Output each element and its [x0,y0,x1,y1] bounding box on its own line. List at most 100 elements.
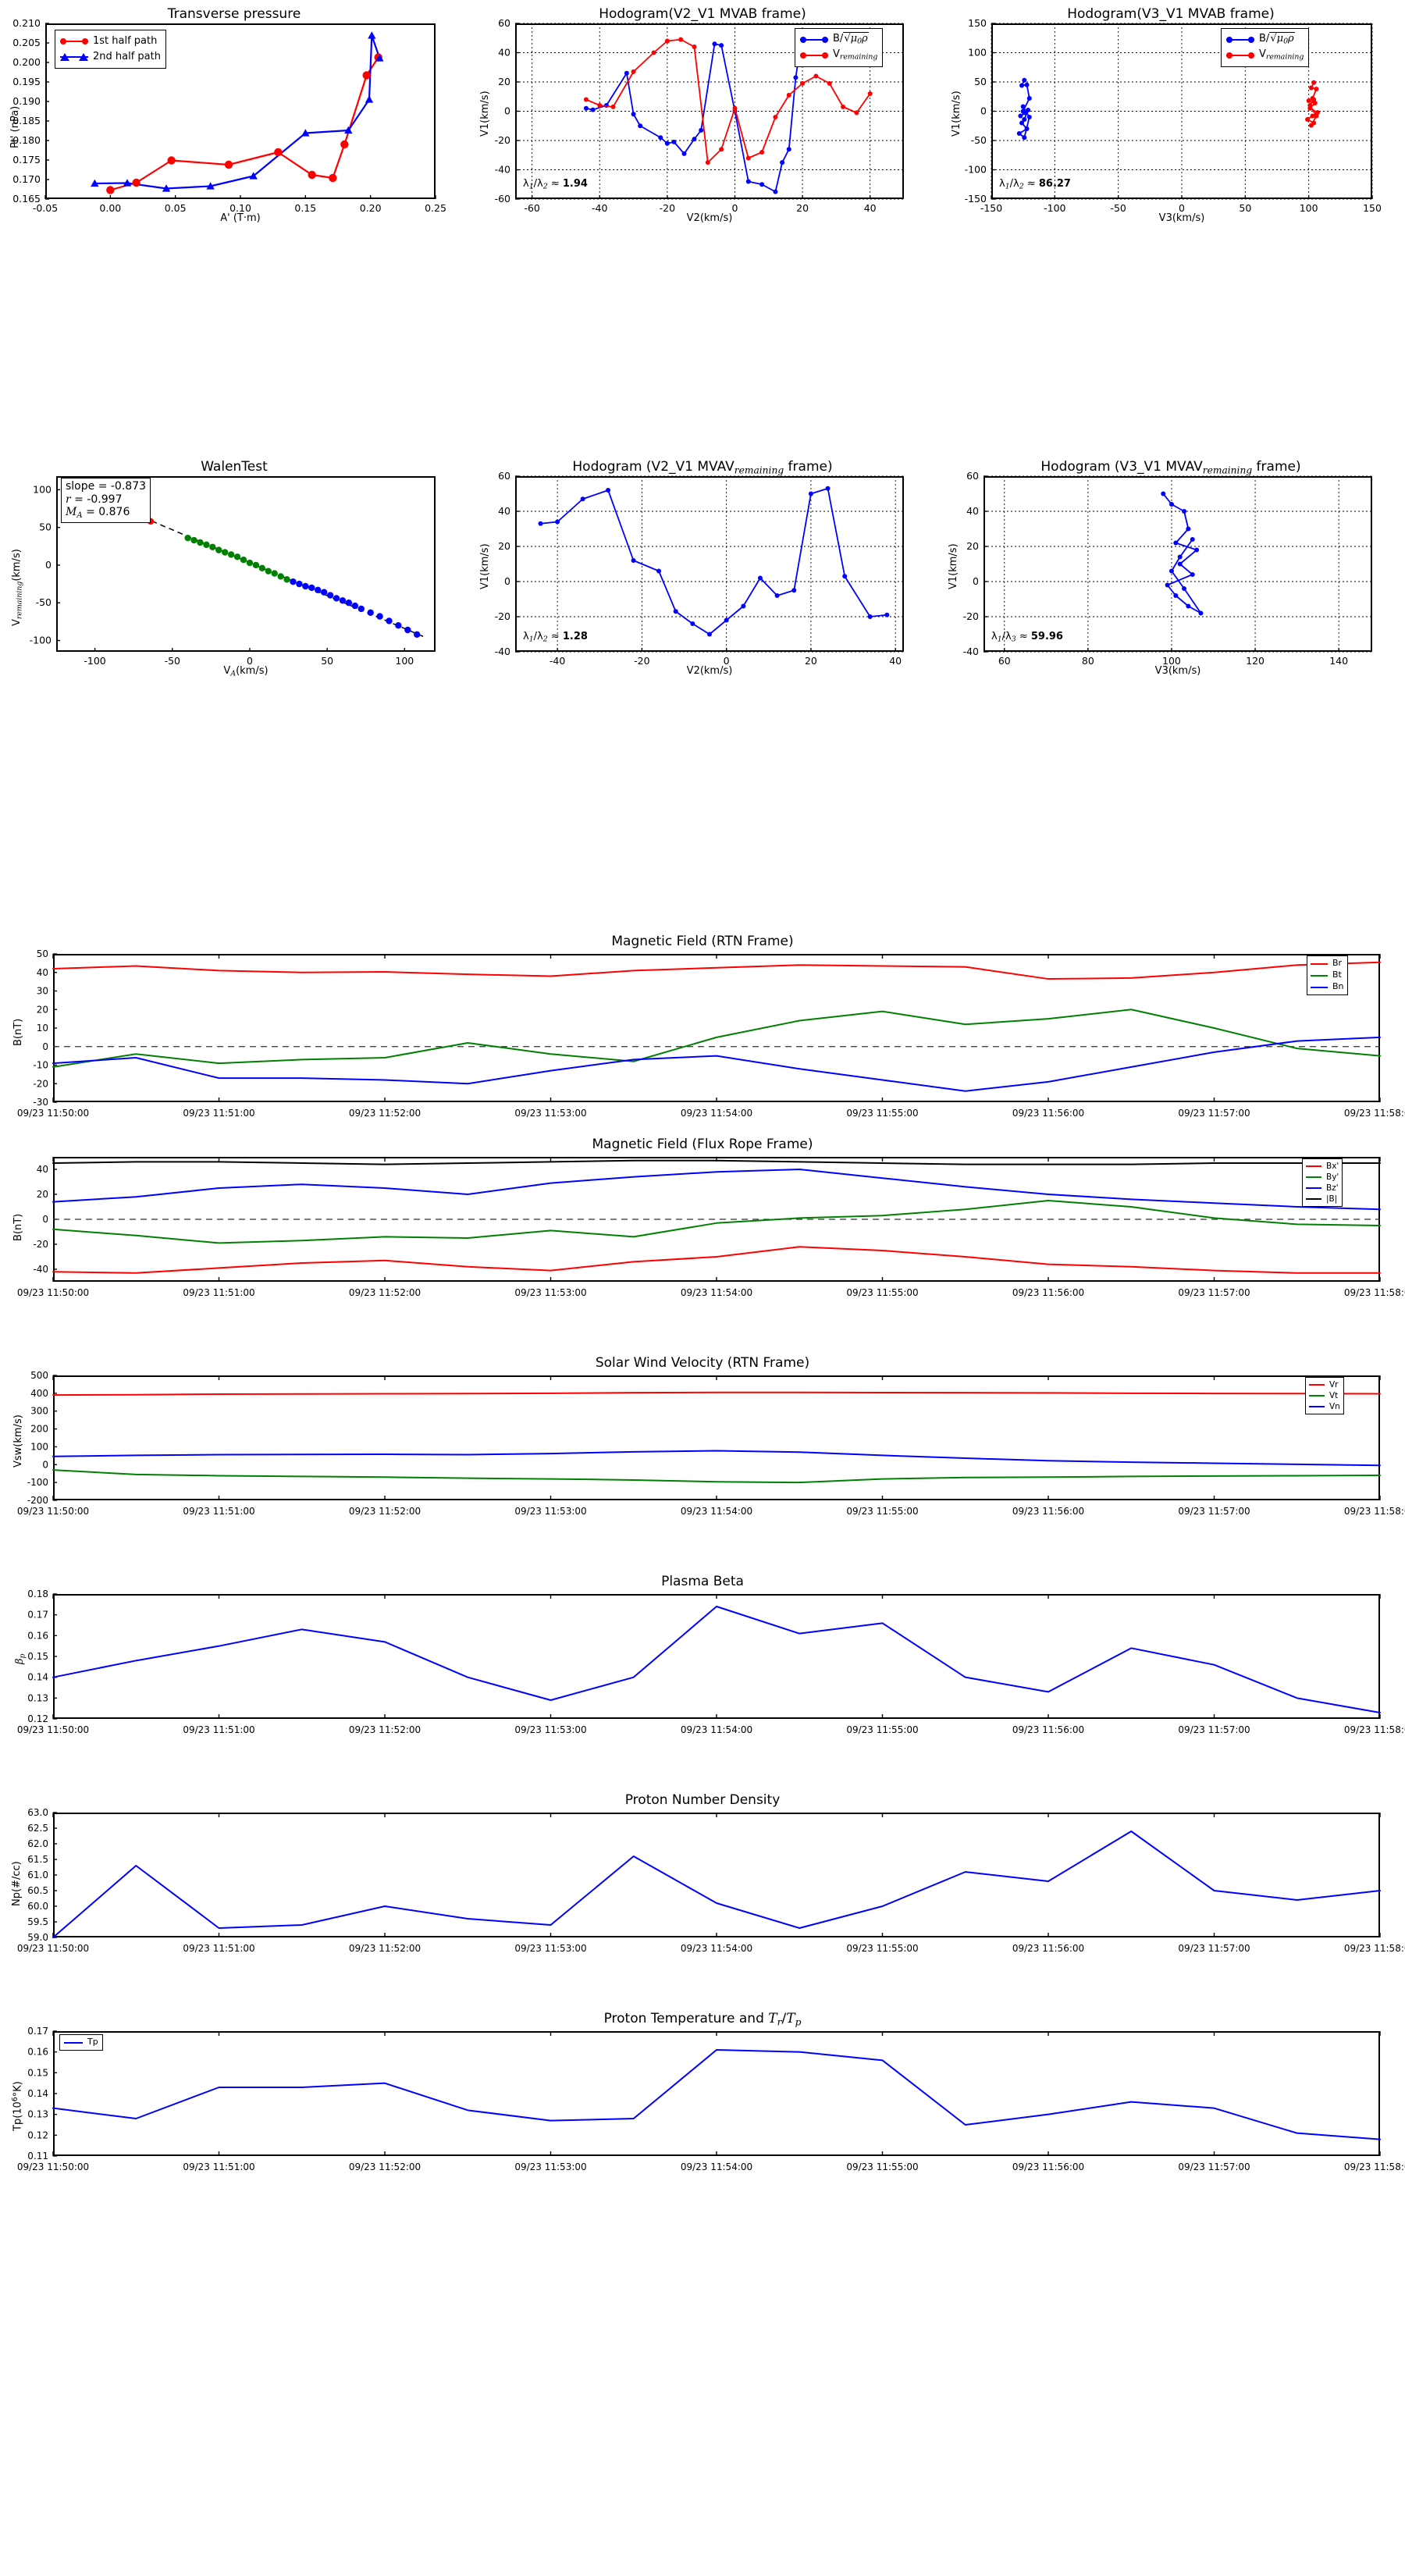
svg-text:-30: -30 [33,1097,48,1108]
legend-item[interactable]: Br [1311,958,1344,970]
svg-text:60: 60 [498,17,510,29]
svg-text:100: 100 [968,47,987,59]
y-axis-label: βp [14,1653,27,1665]
legend-item[interactable]: 1st half path [60,34,161,49]
svg-text:60: 60 [498,470,510,482]
svg-text:-40: -40 [592,202,607,214]
svg-text:-150: -150 [965,193,987,205]
legend-item[interactable]: B/√μ0ρ [1226,32,1304,48]
legend[interactable]: Tp [59,2034,103,2051]
svg-text:20: 20 [498,76,510,87]
svg-text:40: 40 [37,967,48,978]
svg-text:09/23 11:54:00: 09/23 11:54:00 [681,2161,752,2172]
svg-text:0.190: 0.190 [12,95,41,107]
svg-text:50: 50 [974,76,987,87]
svg-text:-100: -100 [30,635,52,646]
plot-svg: 09/23 11:50:00 09/23 11:51:00 09/23 11:52:… [17,1807,1405,1954]
legend-item[interactable]: 2nd half path [60,49,161,65]
svg-text:0.14: 0.14 [27,1672,48,1683]
svg-text:09/23 11:52:00: 09/23 11:52:00 [349,1943,421,1954]
legend-item[interactable]: Bt [1311,970,1344,981]
svg-text:0.210: 0.210 [12,17,41,29]
legend[interactable]: B/√μ0ρ Vremaining [1221,28,1310,67]
svg-text:100: 100 [1162,655,1181,667]
svg-text:0.195: 0.195 [12,76,41,87]
plot-svg: -0.05 0.00 0.05 0.10 0.15 0.20 0.25 0.165 0.170 0… [12,17,446,214]
legend[interactable]: B/√μ0ρ Vremaining [795,28,884,67]
legend-label: Vt [1329,1390,1339,1400]
legend-swatch-circle [60,37,88,46]
plot-svg: -60 -40 -20 0 20 40 -60 -40 -20 0 20 40 60 [495,17,904,214]
plot-svg: 09/23 11:50:00 09/23 11:51:00 09/23 11:52:… [17,1370,1405,1517]
panel-hodogram-v3v1-mvav: Hodogram (V3_V1 MVAVremaining frame) 60 8… [937,453,1405,679]
legend-item[interactable]: B/√μ0ρ [800,32,877,48]
panel-title: Hodogram (V3_V1 MVAVremaining frame) [1040,459,1301,476]
legend-label: 2nd half path [93,51,161,63]
stat-ma: MA = 0.876 [66,506,130,520]
legend-item[interactable]: Vremaining [800,48,877,63]
svg-text:40: 40 [889,655,902,667]
svg-text:09/23 11:57:00: 09/23 11:57:00 [1178,1724,1250,1735]
y-axis-label: V1(km/s) [948,543,959,589]
legend-label-b: B/√μ0ρ [833,32,869,46]
legend[interactable]: Br Bt Bn [1307,955,1348,995]
svg-text:09/23 11:57:00: 09/23 11:57:00 [1178,1108,1250,1119]
legend-item[interactable]: Bn [1311,981,1344,993]
svg-text:0: 0 [42,1214,48,1225]
svg-text:09/23 11:55:00: 09/23 11:55:00 [846,2161,918,2172]
legend[interactable]: Bx' By' Bz' |B| [1302,1158,1343,1207]
legend-swatch-tp [64,2038,83,2048]
panel-title: Proton Temperature and Tr/Tp [603,2011,802,2028]
panel-magnetic-field-rtn: Magnetic Field (RTN Frame) 09/23 11:50:0… [0,929,1405,1210]
legend-item[interactable]: Vt [1309,1390,1340,1401]
panel-plasma-beta: Plasma Beta 09/23 11:50:00 09/23 11:51:00… [0,1569,1405,1803]
panel-magnetic-field-fluxrope: Magnetic Field (Flux Rope Frame) 09/23 1… [0,1132,1405,1366]
legend-item[interactable]: Bx' [1306,1161,1339,1172]
panel-title: Magnetic Field (Flux Rope Frame) [592,1137,813,1152]
svg-text:60.5: 60.5 [27,1885,48,1896]
legend-item[interactable]: |B| [1306,1194,1339,1204]
legend-label: Bn [1332,981,1344,992]
svg-text:0.00: 0.00 [99,202,121,214]
eigenvalue-ratio-annotation: λ1/λ2 ≈ 86.27 [999,178,1071,191]
svg-text:0.12: 0.12 [27,1713,48,1724]
legend-label: |B| [1326,1194,1338,1204]
svg-text:09/23 11:53:00: 09/23 11:53:00 [514,2161,586,2172]
svg-text:50: 50 [1239,202,1251,214]
svg-text:200: 200 [30,1424,48,1435]
panel-title: Proton Number Density [624,1792,781,1808]
svg-text:80: 80 [1082,655,1094,667]
legend-item[interactable]: Vremaining [1226,48,1304,63]
svg-text:09/23 11:52:00: 09/23 11:52:00 [349,2161,421,2172]
legend-item[interactable]: Tp [64,2037,98,2048]
svg-text:0.20: 0.20 [360,202,382,214]
svg-text:20: 20 [805,655,817,667]
svg-text:09/23 11:50:00: 09/23 11:50:00 [17,2161,89,2172]
svg-text:0.11: 0.11 [27,2151,48,2161]
svg-text:20: 20 [37,1189,48,1200]
svg-text:09/23 11:56:00: 09/23 11:56:00 [1012,1108,1084,1119]
svg-text:50: 50 [37,948,48,959]
legend-label: Vn [1329,1401,1340,1411]
svg-text:400: 400 [30,1388,48,1399]
legend[interactable]: Vr Vt Vn [1305,1377,1344,1414]
walen-stats-box: slope = -0.873 r = -0.997 MA = 0.876 [61,478,151,523]
panel-proton-density: Proton Number Density 09/23 11:50:00 09/2… [0,1788,1405,2022]
legend-item[interactable]: Bz' [1306,1183,1339,1194]
svg-text:-100: -100 [1044,202,1065,214]
legend-swatch-red [800,51,828,60]
svg-text:0.05: 0.05 [165,202,187,214]
legend-item[interactable]: Vn [1309,1401,1340,1412]
legend-item[interactable]: By' [1306,1172,1339,1183]
legend[interactable]: 1st half path 2nd half path [55,30,166,69]
legend-swatch-vt [1309,1391,1325,1400]
plot-svg: -40 -20 0 20 40 -40 -20 0 20 40 60 [495,470,904,667]
svg-text:0: 0 [247,655,253,667]
svg-text:09/23 11:50:00: 09/23 11:50:00 [17,1724,89,1735]
legend-item[interactable]: Vr [1309,1379,1340,1390]
y-axis-label: Vremaining(km/s) [11,549,24,626]
svg-text:0: 0 [42,1041,48,1052]
svg-text:09/23 11:55:00: 09/23 11:55:00 [846,1724,918,1735]
svg-text:40: 40 [864,202,877,214]
svg-text:-60: -60 [524,202,539,214]
